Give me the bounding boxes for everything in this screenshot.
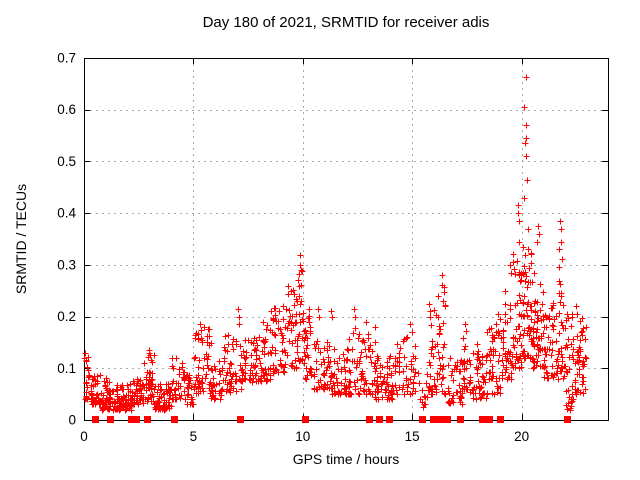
y-tick-label: 0.7 [57,51,76,66]
x-tick-label: 0 [80,429,88,444]
x-tick-label: 5 [190,429,198,444]
tick-labels: 0 5 10 15 20 0 0.1 0.2 0.3 0.4 0.5 0.6 0.7 [57,51,529,445]
x-tick-label: 10 [295,429,310,444]
y-tick-label: 0.1 [57,361,76,376]
chart-title: Day 180 of 2021, SRMTID for receiver adi… [202,14,490,31]
zero-value-markers [92,416,571,423]
x-axis-label: GPS time / hours [292,451,400,467]
x-tick-label: 20 [514,429,529,444]
grid-lines [84,58,608,420]
data-points-srmtid [81,74,590,414]
y-tick-label: 0.3 [57,257,76,272]
x-tick-label: 15 [405,429,420,444]
y-tick-label: 0 [68,413,76,428]
y-tick-label: 0.4 [57,206,76,221]
y-tick-label: 0.5 [57,154,76,169]
y-tick-label: 0.6 [57,102,76,117]
y-tick-label: 0.2 [57,309,76,324]
plot-frame [84,58,609,421]
